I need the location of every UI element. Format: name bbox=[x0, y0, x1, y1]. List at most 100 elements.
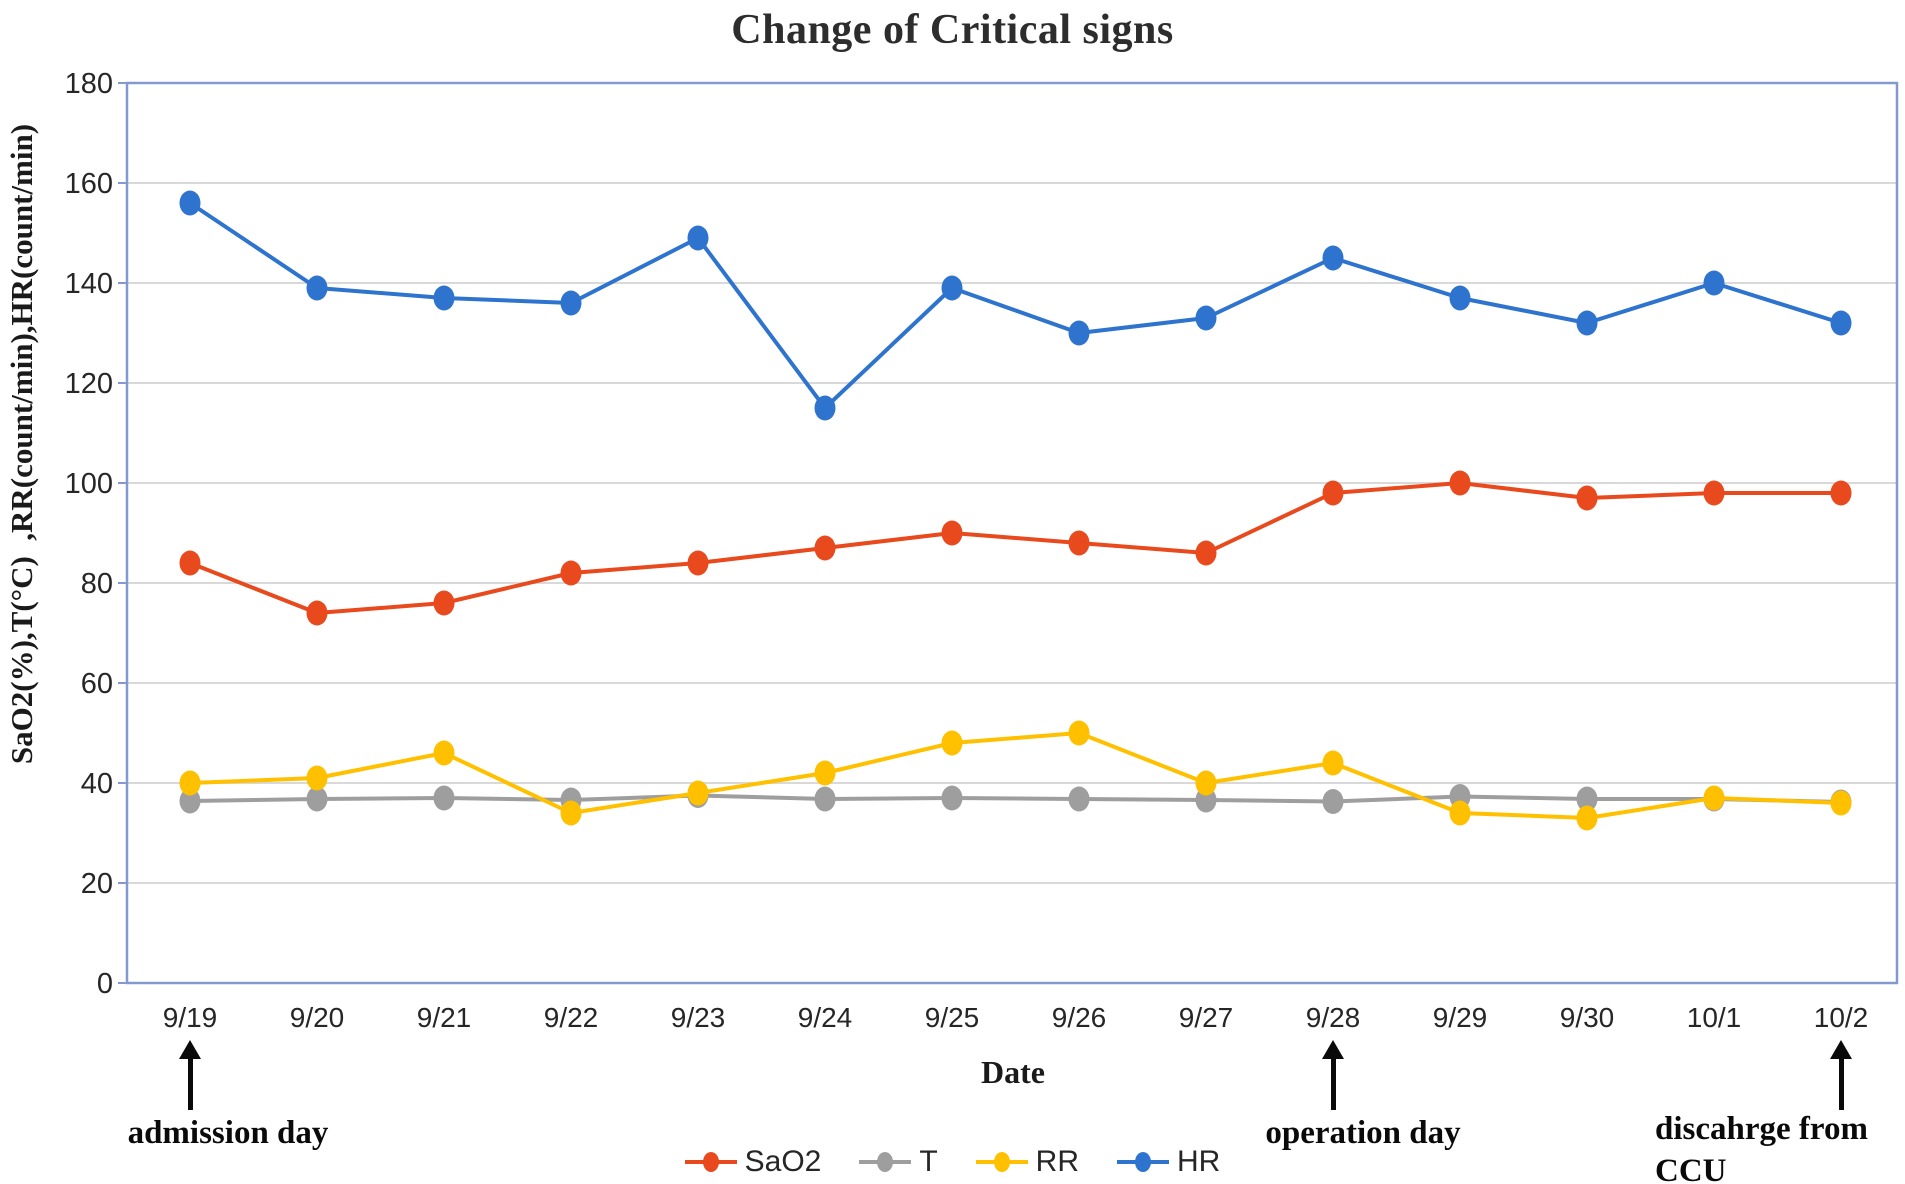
y-tick-label: 180 bbox=[65, 68, 113, 100]
x-tick-label: 10/1 bbox=[1687, 1002, 1742, 1033]
legend-marker-icon bbox=[684, 1149, 737, 1175]
data-point-sao2 bbox=[306, 600, 328, 626]
chart-title: Change of Critical signs bbox=[731, 7, 1174, 53]
y-tick-label: 140 bbox=[65, 268, 113, 300]
data-point-sao2 bbox=[433, 590, 455, 616]
legend-label: HR bbox=[1177, 1145, 1221, 1178]
data-point-hr bbox=[1576, 310, 1598, 336]
x-tick-label: 10/2 bbox=[1814, 1002, 1869, 1033]
annotation-arrow-stem bbox=[1330, 1056, 1336, 1110]
data-point-rr bbox=[1195, 770, 1217, 796]
data-point-rr bbox=[1322, 750, 1344, 776]
series-line-hr bbox=[188, 201, 1842, 410]
data-point-sao2 bbox=[941, 520, 963, 546]
annotation-label: operation day bbox=[1265, 1115, 1461, 1151]
data-point-hr bbox=[1068, 320, 1090, 346]
data-point-sao2 bbox=[687, 550, 709, 576]
data-point-hr bbox=[814, 395, 836, 421]
data-point-hr bbox=[306, 275, 328, 301]
annotation-arrow-discahrge-from-ccu bbox=[1830, 1040, 1852, 1059]
data-point-rr bbox=[1068, 720, 1090, 746]
data-point-rr bbox=[1830, 790, 1852, 816]
data-point-sao2 bbox=[179, 550, 201, 576]
data-point-sao2 bbox=[1576, 485, 1598, 511]
data-point-hr bbox=[1195, 305, 1217, 331]
series-line-sao2 bbox=[189, 481, 1841, 615]
legend-label: RR bbox=[1035, 1145, 1080, 1178]
annotation-arrow-stem bbox=[187, 1056, 193, 1110]
x-tick-label: 9/20 bbox=[290, 1002, 345, 1033]
x-tick-label: 9/21 bbox=[417, 1002, 472, 1033]
x-tick-label: 9/22 bbox=[544, 1002, 599, 1033]
x-tick-label: 9/26 bbox=[1052, 1002, 1107, 1033]
y-tick-label: 80 bbox=[81, 568, 113, 600]
x-tick-label: 9/25 bbox=[925, 1002, 980, 1033]
data-point-hr bbox=[941, 275, 963, 301]
data-point-t bbox=[179, 788, 201, 814]
data-point-rr bbox=[687, 780, 709, 806]
data-point-t bbox=[941, 785, 963, 811]
data-point-sao2 bbox=[1322, 480, 1344, 506]
data-point-sao2 bbox=[1449, 470, 1471, 496]
x-tick-label: 9/19 bbox=[163, 1002, 218, 1033]
data-point-t bbox=[1068, 786, 1090, 812]
data-point-hr bbox=[1322, 245, 1344, 271]
data-point-sao2 bbox=[814, 535, 836, 561]
legend-item-sao2: SaO2 bbox=[684, 1145, 822, 1179]
data-point-rr bbox=[814, 760, 836, 786]
y-tick-label: 120 bbox=[65, 368, 113, 400]
legend-item-t: T bbox=[859, 1145, 938, 1179]
data-point-sao2 bbox=[1830, 480, 1852, 506]
x-axis-label: Date bbox=[981, 1054, 1045, 1090]
y-tick-label: 100 bbox=[65, 468, 113, 500]
annotation-arrow-operation-day bbox=[1322, 1040, 1344, 1059]
data-point-t bbox=[1322, 789, 1344, 814]
data-point-rr bbox=[1576, 805, 1598, 831]
legend-marker-icon bbox=[975, 1149, 1028, 1175]
data-point-sao2 bbox=[1195, 540, 1217, 566]
legend-label: SaO2 bbox=[744, 1145, 822, 1178]
data-point-sao2 bbox=[1703, 480, 1725, 506]
data-point-sao2 bbox=[560, 560, 582, 586]
data-point-t bbox=[814, 786, 836, 812]
data-point-rr bbox=[306, 765, 328, 791]
y-tick-label: 40 bbox=[81, 768, 113, 800]
data-point-hr bbox=[1449, 285, 1471, 311]
data-point-rr bbox=[179, 770, 201, 796]
x-tick-label: 9/28 bbox=[1306, 1002, 1361, 1033]
annotation-arrow-admission-day bbox=[179, 1040, 201, 1059]
legend-item-hr: HR bbox=[1117, 1145, 1220, 1179]
data-point-rr bbox=[560, 800, 582, 826]
y-tick-label: 60 bbox=[81, 668, 113, 700]
legend-item-rr: RR bbox=[975, 1145, 1080, 1179]
data-point-rr bbox=[1703, 785, 1725, 811]
y-tick-label: 0 bbox=[97, 968, 113, 1000]
plot-border bbox=[125, 81, 1899, 985]
data-point-hr bbox=[1703, 270, 1725, 296]
data-point-hr bbox=[179, 190, 201, 216]
data-point-rr bbox=[1449, 800, 1471, 826]
legend-marker-icon bbox=[859, 1149, 912, 1175]
x-tick-label: 9/24 bbox=[798, 1002, 853, 1033]
legend-dot bbox=[993, 1152, 1010, 1172]
series-line-rr bbox=[189, 731, 1842, 820]
legend-label: T bbox=[919, 1145, 938, 1178]
data-point-t bbox=[306, 786, 328, 812]
data-point-hr bbox=[1830, 310, 1852, 336]
legend-dot bbox=[702, 1152, 719, 1172]
y-tick-label: 160 bbox=[65, 168, 113, 200]
x-tick-label: 9/27 bbox=[1179, 1002, 1234, 1033]
data-point-hr bbox=[687, 225, 709, 251]
series-line-t bbox=[189, 793, 1842, 804]
x-tick-label: 9/23 bbox=[671, 1002, 726, 1033]
legend: SaO2 T RR HR bbox=[0, 1140, 1905, 1184]
data-point-hr bbox=[433, 285, 455, 311]
data-point-hr bbox=[560, 290, 582, 316]
data-point-t bbox=[433, 785, 455, 811]
legend-dot bbox=[1135, 1152, 1152, 1172]
x-tick-label: 9/29 bbox=[1433, 1002, 1488, 1033]
x-tick-label: 9/30 bbox=[1560, 1002, 1615, 1033]
data-point-rr bbox=[433, 740, 455, 766]
